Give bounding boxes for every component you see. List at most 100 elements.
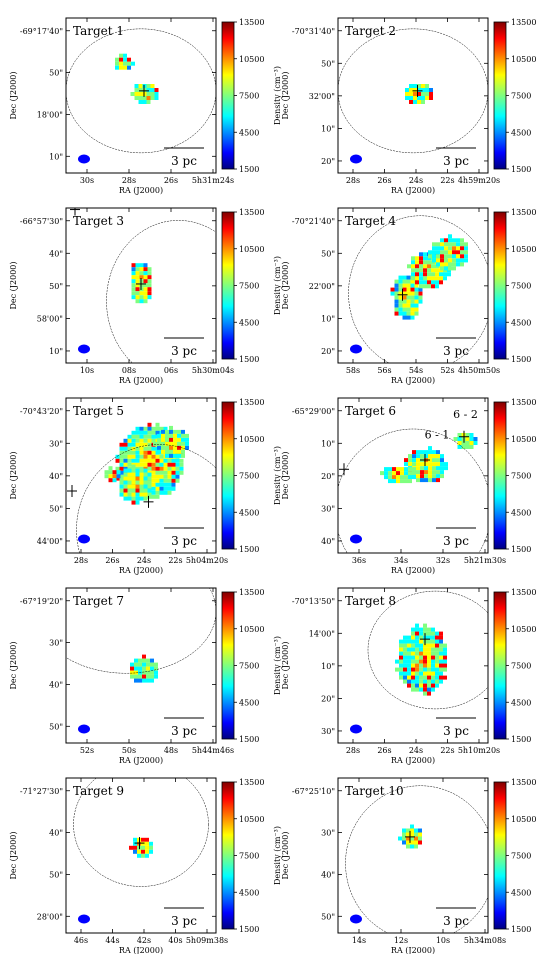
density-pixel xyxy=(414,844,418,849)
panel-title: Target 2 xyxy=(345,24,396,38)
density-pixel xyxy=(427,683,431,688)
density-pixel xyxy=(143,438,148,443)
beam-ellipse xyxy=(78,724,90,734)
density-pixel xyxy=(384,471,388,476)
density-pixel xyxy=(428,466,432,471)
density-pixel xyxy=(115,65,119,70)
density-pixel xyxy=(431,671,435,676)
density-pixel xyxy=(435,655,439,660)
density-pixel xyxy=(436,466,440,471)
density-pixel xyxy=(417,84,421,88)
source-cross xyxy=(136,277,146,290)
colorbar-tick-label: 7500 xyxy=(511,472,531,481)
beam-ellipse xyxy=(350,344,362,354)
density-pixel xyxy=(411,651,415,656)
colorbar-tick-label: 4500 xyxy=(511,698,531,707)
x-tick-label: 28s xyxy=(346,746,360,755)
density-pixel xyxy=(452,266,456,271)
density-pixel xyxy=(473,437,478,441)
y-tick-label: 20" xyxy=(321,347,335,356)
density-pixel xyxy=(127,492,132,497)
y-tick-label: 10" xyxy=(49,152,63,161)
density-pixel xyxy=(159,458,164,463)
x-tick-label: 4h59m20s xyxy=(458,176,500,185)
x-tick-label: 26s xyxy=(377,746,391,755)
density-pixel xyxy=(418,295,423,300)
beam-ellipse xyxy=(350,724,362,734)
panel-title: Target 1 xyxy=(73,24,124,38)
colorbar-tick-label: 4500 xyxy=(511,888,531,897)
density-pixel xyxy=(423,260,427,265)
density-pixel xyxy=(135,450,140,455)
density-pixel xyxy=(123,476,128,481)
density-pixel xyxy=(415,639,419,644)
y-tick-label: 10" xyxy=(321,662,335,671)
density-pixel xyxy=(404,462,408,467)
x-tick-label: 52s xyxy=(440,366,454,375)
density-pixel xyxy=(423,683,427,688)
density-pixel xyxy=(403,643,407,648)
density-pixel xyxy=(150,678,154,683)
density-pixel xyxy=(440,266,444,271)
density-pixel xyxy=(436,258,440,263)
density-pixel xyxy=(147,430,152,435)
density-pixel xyxy=(157,445,161,450)
beam-ellipse xyxy=(78,534,90,544)
y-axis-label: Dec (J2000) xyxy=(9,832,18,880)
density-pixel xyxy=(416,466,420,471)
density-pixel xyxy=(131,464,136,469)
density-pixel xyxy=(139,271,144,276)
x-tick-label: 54s xyxy=(409,366,423,375)
density-pixel xyxy=(427,639,431,644)
density-pixel xyxy=(135,434,140,439)
panel-title: Target 5 xyxy=(73,404,124,418)
density-pixel xyxy=(141,841,145,846)
density-pixel xyxy=(414,303,419,308)
density-pixel xyxy=(407,679,411,684)
density-pixel xyxy=(392,479,396,484)
source-cross xyxy=(397,288,408,301)
density-pixel xyxy=(415,276,419,281)
density-pixel xyxy=(410,828,414,833)
scale-bar-label: 3 pc xyxy=(443,344,469,358)
density-pixel xyxy=(440,458,444,463)
density-pixel xyxy=(139,442,144,447)
density-pixel xyxy=(131,287,136,292)
density-pixel xyxy=(431,284,435,289)
density-pixel xyxy=(145,841,149,846)
density-pixel xyxy=(400,467,404,472)
density-pixel xyxy=(163,426,168,431)
density-pixel xyxy=(431,268,435,273)
density-pixel xyxy=(435,631,439,636)
density-pixel xyxy=(145,849,149,854)
density-pixel xyxy=(410,307,415,312)
density-pixel xyxy=(456,246,460,251)
density-pixel xyxy=(415,256,419,261)
density-pixel xyxy=(127,434,132,439)
density-pixel xyxy=(460,238,464,243)
density-pixel xyxy=(423,280,427,285)
density-pixel xyxy=(175,470,180,475)
density-pixel xyxy=(469,433,474,437)
density-pixel xyxy=(424,462,428,467)
map-area xyxy=(66,778,216,933)
density-pixel xyxy=(417,96,421,100)
density-pixel xyxy=(139,454,144,459)
colorbar-tick-label: 7500 xyxy=(239,662,259,671)
density-pixel xyxy=(139,430,144,435)
density-pixel xyxy=(427,659,431,664)
density-pixel xyxy=(147,434,152,439)
density-pixel xyxy=(419,635,423,640)
y-tick-label: 18'00" xyxy=(37,110,63,119)
y-tick-label: 50" xyxy=(321,59,335,68)
density-pixel xyxy=(428,462,432,467)
density-pixel xyxy=(127,480,132,485)
x-tick-label: 5h10m20s xyxy=(458,746,500,755)
density-pixel xyxy=(428,250,432,255)
density-pixel xyxy=(163,458,168,463)
density-pixel xyxy=(143,426,148,431)
density-pixel xyxy=(154,662,158,667)
density-pixel xyxy=(407,655,411,660)
density-pixel xyxy=(431,663,435,668)
density-pixel xyxy=(159,482,164,487)
